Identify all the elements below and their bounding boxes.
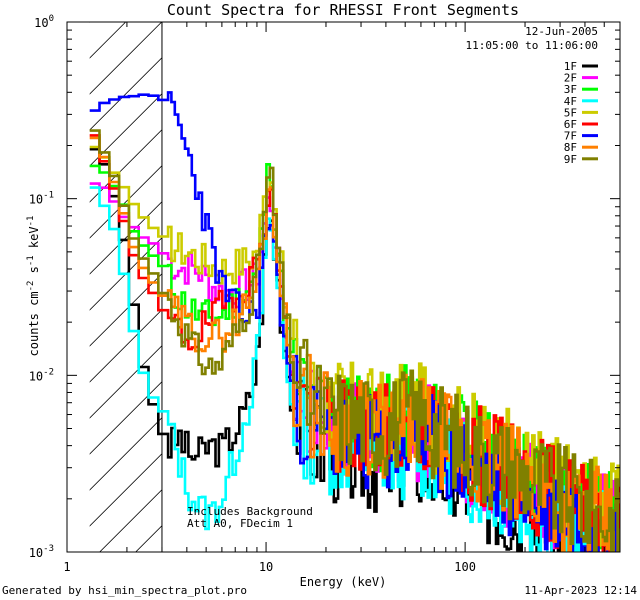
hatch-line bbox=[89, 237, 162, 311]
x-tick-label: 100 bbox=[454, 560, 476, 574]
plot-frame bbox=[66, 21, 621, 553]
y-axis-label-part: counts cm bbox=[27, 291, 41, 356]
y-axis-label: counts cm-2 s-1 keV-1 bbox=[26, 216, 41, 357]
axis-ticks bbox=[66, 21, 621, 553]
y-tick-label: 10-3 bbox=[29, 544, 54, 560]
y-axis-label-exponent: -2 bbox=[26, 281, 36, 292]
hatch-line bbox=[89, 417, 162, 491]
attenuator-annotation: Att A0, FDecim 1 bbox=[187, 517, 293, 530]
y-tick-label: 10-2 bbox=[29, 367, 54, 383]
hatch-line bbox=[89, 22, 162, 95]
chart-title: Count Spectra for RHESSI Front Segments bbox=[167, 1, 519, 19]
hatch-line bbox=[89, 93, 162, 167]
y-axis-label-exponent: -1 bbox=[26, 216, 36, 227]
legend-label: 8F bbox=[564, 141, 577, 154]
y-axis-label-part: s bbox=[27, 266, 41, 280]
hatch-line bbox=[89, 345, 162, 419]
legend-label: 7F bbox=[564, 130, 577, 143]
hatch-line bbox=[89, 453, 162, 527]
background-annotation: Includes Background bbox=[187, 505, 313, 518]
legend-label: 6F bbox=[564, 118, 577, 131]
y-axis-label-part: keV bbox=[27, 226, 41, 255]
observation-date: 12-Jun-2005 bbox=[525, 25, 598, 38]
x-tick-label: 10 bbox=[259, 560, 273, 574]
x-axis-label: Energy (keV) bbox=[300, 575, 387, 589]
x-tick-labels: 1 10 100 bbox=[63, 560, 476, 574]
hatch-line bbox=[89, 57, 162, 131]
observation-time-range: 11:05:00 to 11:06:00 bbox=[466, 39, 598, 52]
y-tick-labels: 100 10-1 10-2 10-3 bbox=[29, 14, 54, 560]
footer-timestamp: 11-Apr-2023 12:14 bbox=[524, 584, 637, 597]
x-tick-label: 1 bbox=[63, 560, 70, 574]
legend-label: 9F bbox=[564, 153, 577, 166]
legend-label: 5F bbox=[564, 106, 577, 119]
legend-label: 4F bbox=[564, 95, 577, 108]
hatch-line bbox=[89, 22, 90, 23]
legend-label: 1F bbox=[564, 60, 577, 73]
y-axis-label-exponent: -1 bbox=[26, 255, 36, 266]
legend-label: 2F bbox=[564, 72, 577, 85]
y-tick-label: 10-1 bbox=[29, 191, 54, 207]
footer-generator: Generated by hsi_min_spectra_plot.pro bbox=[2, 584, 247, 597]
series-layer bbox=[89, 91, 620, 552]
series-line-9F bbox=[89, 129, 620, 552]
y-tick-label: 100 bbox=[34, 14, 54, 30]
legend-label: 3F bbox=[564, 83, 577, 96]
